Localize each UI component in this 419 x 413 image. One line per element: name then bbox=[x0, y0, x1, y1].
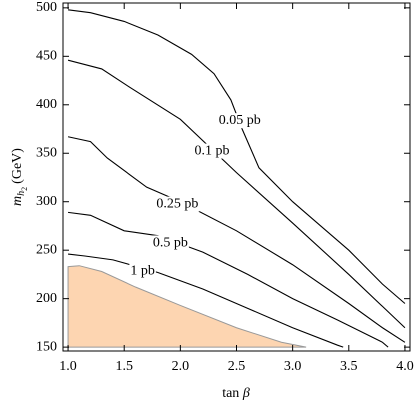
y-tick-label: 400 bbox=[36, 97, 57, 112]
contour-label: 0.25 pb bbox=[156, 197, 198, 212]
contour-label-bg bbox=[217, 113, 262, 129]
y-label-subsub: 2 bbox=[20, 187, 29, 191]
excluded-region bbox=[67, 265, 307, 348]
y-label-unit: (GeV) bbox=[10, 148, 25, 184]
y-tick-label: 450 bbox=[36, 49, 57, 64]
contour-label: 0.1 pb bbox=[195, 144, 230, 159]
contour-line bbox=[67, 9, 406, 304]
y-tick-label: 250 bbox=[36, 242, 57, 257]
x-tick-label: 4.0 bbox=[396, 359, 414, 374]
x-axis-label: tan β bbox=[222, 386, 250, 401]
y-label-sub: h bbox=[16, 191, 27, 196]
x-tick-label: 3.0 bbox=[284, 359, 302, 374]
y-axis-label: mh2 (GeV) bbox=[10, 148, 29, 206]
y-tick-label: 200 bbox=[36, 291, 57, 306]
x-tick-label: 3.5 bbox=[340, 359, 358, 374]
contour-line bbox=[67, 253, 344, 348]
contour-label: 0.5 pb bbox=[153, 235, 188, 250]
contour-label-bg bbox=[155, 196, 200, 212]
contour-line bbox=[67, 136, 406, 343]
x-tick-label: 2.5 bbox=[228, 359, 246, 374]
y-tick-label: 350 bbox=[36, 145, 57, 160]
contour-label: 0.05 pb bbox=[219, 113, 261, 128]
contour-line bbox=[67, 211, 389, 348]
y-tick-label: 300 bbox=[36, 194, 57, 209]
x-tick-label: 1.5 bbox=[115, 359, 133, 374]
x-tick-label: 1.0 bbox=[59, 359, 77, 374]
contour-label-bg bbox=[129, 263, 156, 279]
contour-label-bg bbox=[151, 235, 189, 251]
x-label-symbol: β bbox=[242, 386, 250, 401]
y-label-symbol: m bbox=[10, 196, 25, 206]
y-tick-label: 150 bbox=[36, 339, 57, 354]
contour-label-bg bbox=[193, 143, 231, 159]
x-label-text: tan bbox=[222, 386, 239, 401]
contour-label: 1 pb bbox=[130, 263, 155, 278]
contour-line bbox=[67, 59, 406, 329]
y-tick-label: 500 bbox=[36, 0, 57, 15]
x-tick-label: 2.0 bbox=[172, 359, 190, 374]
